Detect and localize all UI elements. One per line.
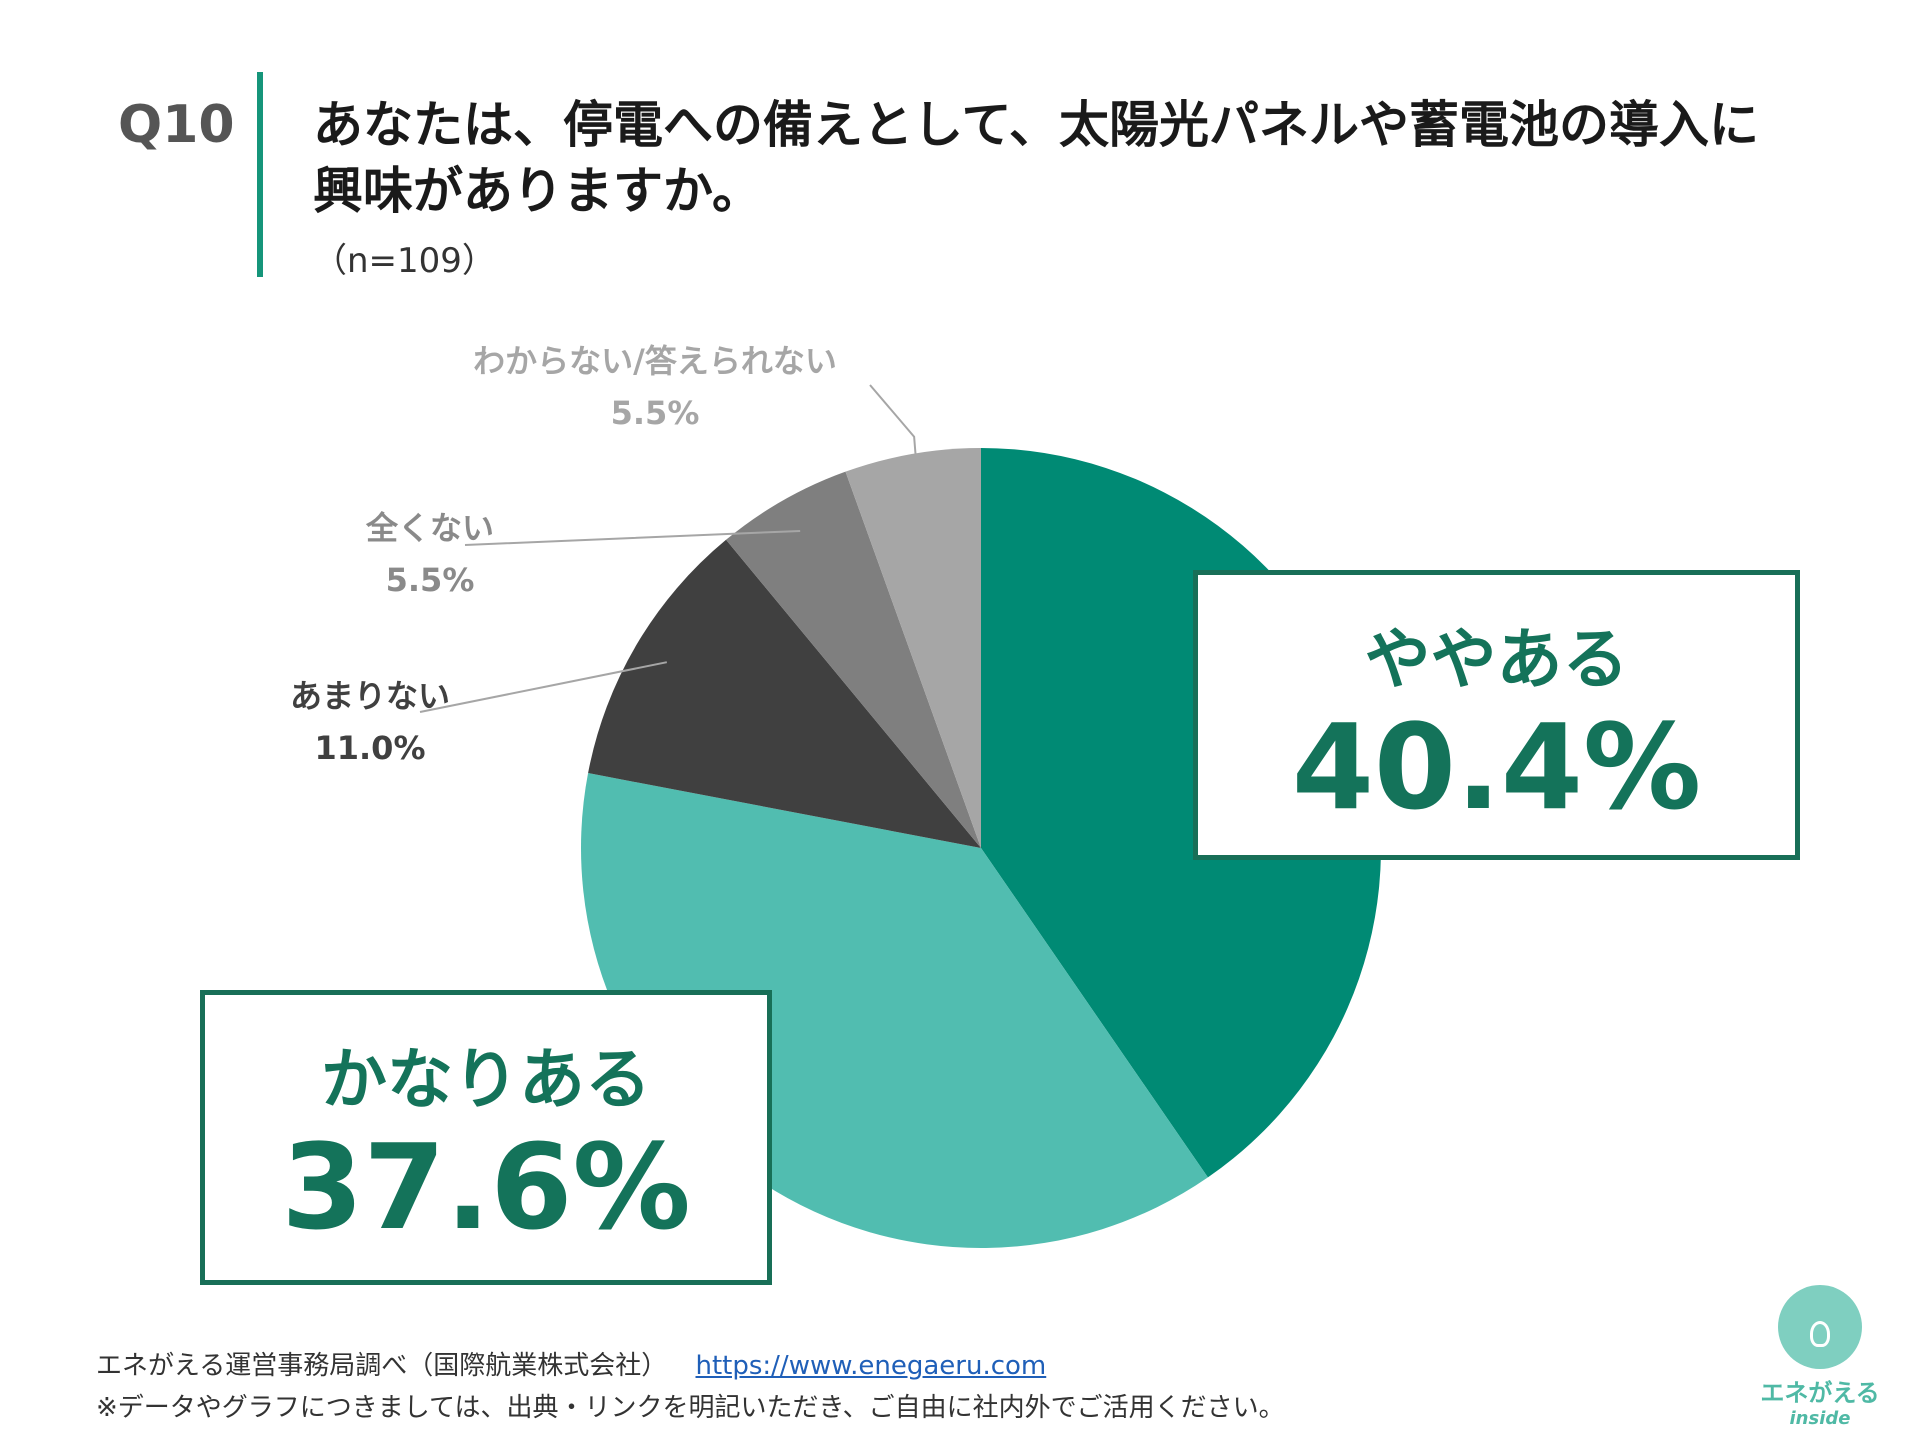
logo-sub: inside — [1789, 1408, 1851, 1429]
leader-wakaranai — [869, 384, 920, 489]
question-title-line1: あなたは、停電への備えとして、太陽光パネルや蓄電池の導入に — [313, 96, 1759, 154]
slice-wakaranai — [845, 448, 981, 848]
logo-circle — [1778, 1285, 1862, 1369]
label-amarinai-value: 11.0% — [314, 729, 426, 767]
label-mattakunai-name: 全くない — [365, 509, 494, 547]
lightbulb-icon — [1810, 1321, 1830, 1347]
logo-text: エネがえる — [1760, 1379, 1880, 1407]
brand-logo: エネがえる inside — [1750, 1285, 1890, 1429]
question-title-line2: 興味がありますか。 — [313, 162, 762, 220]
label-wakaranai: わからない/答えられない 5.5% — [430, 335, 880, 439]
label-wakaranai-value: 5.5% — [610, 394, 700, 432]
label-kanariaru-box: かなりある 37.6% — [200, 990, 772, 1285]
slice-mattakunai — [726, 471, 981, 848]
sample-size: （n=109） — [313, 241, 496, 281]
label-kanariaru-name: かなりある — [321, 1041, 651, 1118]
question-number: Q10 — [118, 95, 235, 155]
leader-amarinai — [419, 661, 668, 713]
slice-amarinai — [588, 539, 981, 848]
leader-mattakunai — [464, 529, 801, 546]
label-yayaaru-value: 40.4% — [1291, 698, 1702, 836]
label-mattakunai: 全くない 5.5% — [320, 502, 540, 606]
footer-url-link[interactable]: https://www.enegaeru.com — [695, 1351, 1047, 1381]
label-amarinai-name: あまりない — [289, 677, 450, 715]
footer-source: エネがえる運営事務局調べ（国際航業株式会社） https://www.enega… — [96, 1345, 1046, 1382]
label-yayaaru-box: ややある 40.4% — [1193, 570, 1800, 860]
question-divider — [257, 72, 263, 277]
label-yayaaru-name: ややある — [1364, 621, 1629, 698]
label-wakaranai-name: わからない/答えられない — [473, 342, 837, 380]
footer-note: ※データやグラフにつきましては、出典・リンクを明記いただき、ご自由に社内外でご活… — [96, 1393, 1285, 1423]
footer-source-text: エネがえる運営事務局調べ（国際航業株式会社） — [96, 1351, 668, 1381]
label-amarinai: あまりない 11.0% — [270, 670, 470, 774]
label-kanariaru-value: 37.6% — [281, 1118, 691, 1256]
question-title: あなたは、停電への備えとして、太陽光パネルや蓄電池の導入に 興味がありますか。 — [313, 92, 1813, 224]
label-mattakunai-value: 5.5% — [385, 561, 475, 599]
